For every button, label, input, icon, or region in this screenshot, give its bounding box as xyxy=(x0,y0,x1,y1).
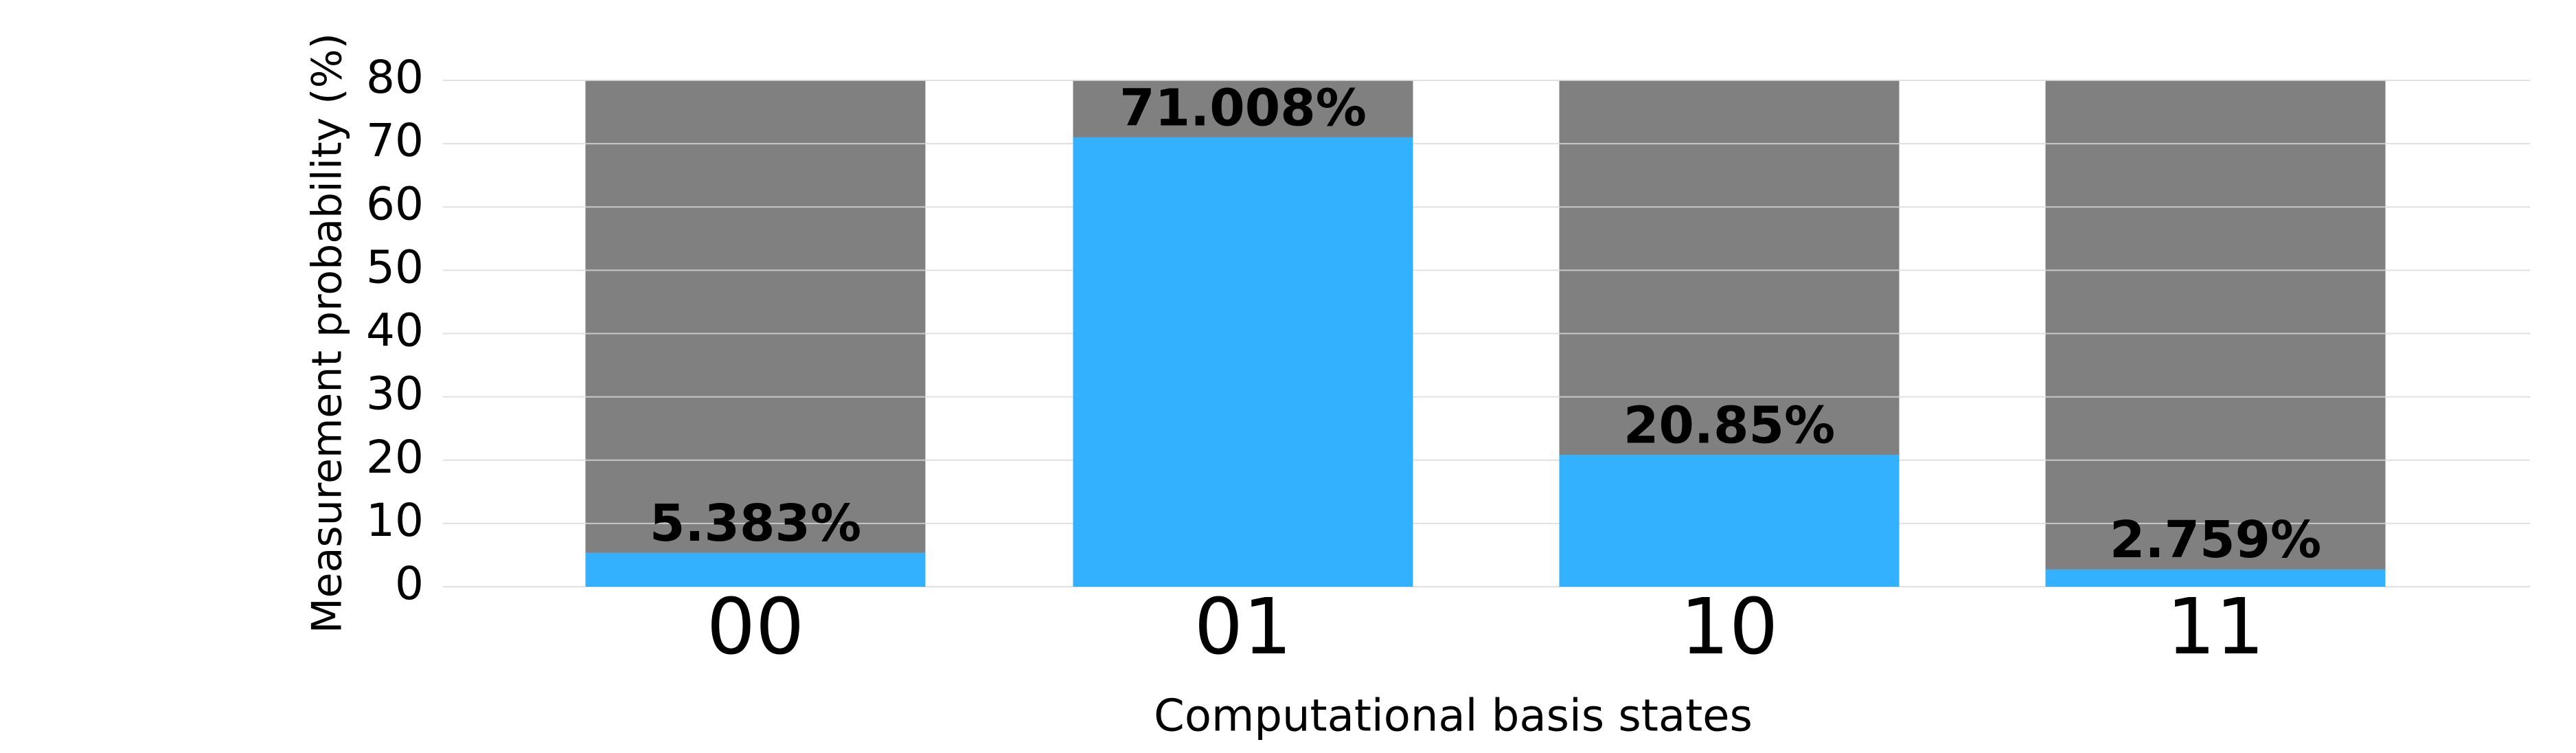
y-axis-title: Measurement probability (%) xyxy=(304,33,352,633)
y-tick-label: 20 xyxy=(366,431,424,484)
y-tick-label: 0 xyxy=(395,557,424,610)
bar xyxy=(1559,454,1900,587)
y-tick-label: 50 xyxy=(366,240,424,293)
x-tick-label: 10 xyxy=(1680,583,1779,672)
value-label: 5.383% xyxy=(650,494,861,553)
y-tick-label: 60 xyxy=(366,177,424,230)
y-tick-label: 10 xyxy=(366,494,424,547)
x-tick-label: 11 xyxy=(2167,583,2265,672)
x-tick-label: 01 xyxy=(1194,583,1292,672)
value-label: 71.008% xyxy=(1119,78,1367,137)
bar xyxy=(2045,569,2386,587)
y-tick-label: 40 xyxy=(366,304,424,357)
x-axis-title: Computational basis states xyxy=(1154,691,1753,742)
x-tick-label: 00 xyxy=(707,583,805,672)
bar xyxy=(1073,137,1413,587)
y-tick-label: 30 xyxy=(366,368,424,420)
y-tick-label: 70 xyxy=(366,114,424,167)
bar xyxy=(585,552,926,587)
value-label: 20.85% xyxy=(1623,396,1835,455)
value-label: 2.759% xyxy=(2110,510,2321,570)
y-tick-label: 80 xyxy=(366,51,424,104)
